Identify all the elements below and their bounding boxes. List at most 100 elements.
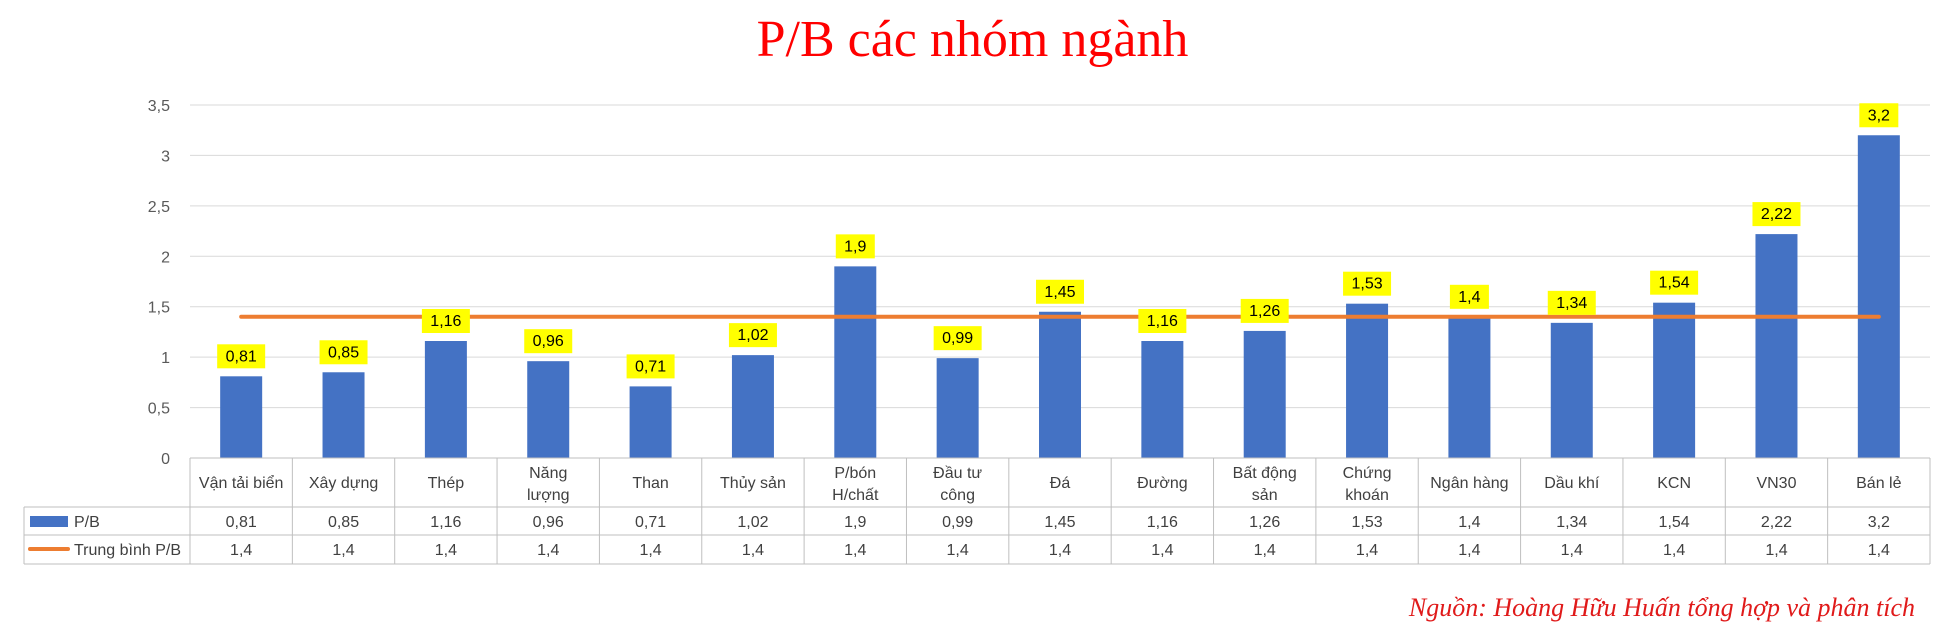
bar — [731, 355, 774, 458]
x-category-label: P/bón — [834, 465, 876, 482]
data-label-bg — [1859, 103, 1899, 128]
y-tick-label: 1,5 — [148, 300, 170, 317]
y-tick-label: 3 — [161, 148, 170, 165]
bar — [629, 386, 672, 458]
data-label: 0,81 — [226, 348, 257, 365]
table-cell-average: 1,4 — [1663, 542, 1685, 559]
bar — [1653, 302, 1696, 458]
x-category-label: Chứng — [1343, 465, 1392, 482]
table-cell-pb: 1,34 — [1556, 514, 1587, 531]
legend-bar-label: P/B — [74, 514, 100, 531]
x-category-label: Xây dựng — [309, 475, 378, 492]
bar — [220, 376, 263, 458]
table-cell-pb: 1,45 — [1044, 514, 1075, 531]
table-cell-pb: 0,96 — [533, 514, 564, 531]
x-category-label: lượng — [527, 487, 570, 504]
source-note: Nguồn: Hoàng Hữu Huấn tổng hợp và phân t… — [1408, 593, 1915, 622]
data-label: 0,71 — [635, 358, 666, 375]
x-category-label: Đá — [1050, 475, 1071, 492]
x-category-label: Thủy sản — [720, 475, 786, 492]
data-label: 1,9 — [844, 238, 866, 255]
data-label-bg — [626, 354, 675, 379]
bar — [1448, 316, 1491, 458]
table-cell-pb: 1,26 — [1249, 514, 1280, 531]
data-label-bg — [1138, 309, 1187, 334]
data-label-bg — [1343, 271, 1392, 296]
y-tick-label: 0 — [161, 451, 170, 468]
x-category-label: Thép — [428, 475, 465, 492]
table-cell-pb: 0,85 — [328, 514, 359, 531]
data-label-bg — [1547, 290, 1596, 315]
x-category-label: sản — [1252, 487, 1278, 504]
table-cell-pb: 1,16 — [1147, 514, 1178, 531]
bar — [424, 341, 467, 458]
y-tick-label: 2,5 — [148, 199, 170, 216]
data-label: 0,96 — [533, 333, 564, 350]
bar — [834, 266, 877, 458]
table-cell-average: 1,4 — [1151, 542, 1173, 559]
table-cell-pb: 1,02 — [737, 514, 768, 531]
data-label-bg — [1650, 270, 1699, 295]
table-cell-pb: 0,81 — [226, 514, 257, 531]
table-cell-average: 1,4 — [1458, 542, 1480, 559]
y-tick-label: 2 — [161, 249, 170, 266]
data-label-bg — [933, 326, 982, 351]
table-cell-average: 1,4 — [537, 542, 559, 559]
legend-bar-swatch — [30, 516, 68, 527]
data-label: 1,16 — [1147, 313, 1178, 330]
x-category-label: Đường — [1137, 475, 1188, 492]
bar — [1243, 330, 1286, 458]
data-label-bg — [524, 329, 573, 354]
chart-title: P/B các nhóm ngành — [756, 11, 1189, 68]
table-cell-average: 1,4 — [947, 542, 969, 559]
table-cell-average: 1,4 — [1868, 542, 1890, 559]
data-label-bg — [1240, 298, 1289, 323]
x-category-label: công — [940, 487, 975, 504]
data-label: 0,99 — [942, 330, 973, 347]
x-category-label: Than — [632, 475, 668, 492]
table-cell-average: 1,4 — [639, 542, 661, 559]
bar — [527, 361, 570, 458]
table-cell-average: 1,4 — [1049, 542, 1071, 559]
data-label: 1,02 — [737, 327, 768, 344]
bar — [1141, 341, 1184, 458]
data-label: 1,26 — [1249, 303, 1280, 320]
data-label: 1,53 — [1351, 276, 1382, 293]
data-label-bg — [421, 309, 470, 334]
data-label: 1,54 — [1659, 275, 1690, 292]
y-tick-label: 0,5 — [148, 401, 170, 418]
table-cell-pb: 2,22 — [1761, 514, 1792, 531]
table-cell-pb: 1,53 — [1351, 514, 1382, 531]
table-cell-average: 1,4 — [1561, 542, 1583, 559]
data-label: 3,2 — [1868, 107, 1890, 124]
x-category-label: Đầu tư — [933, 465, 982, 482]
bar — [936, 358, 979, 458]
x-category-label: VN30 — [1756, 475, 1796, 492]
table-cell-pb: 1,9 — [844, 514, 866, 531]
x-category-label: khoán — [1345, 487, 1389, 504]
data-label: 1,16 — [430, 313, 461, 330]
table-cell-average: 1,4 — [435, 542, 457, 559]
table-cell-pb: 0,71 — [635, 514, 666, 531]
data-label-bg — [1752, 202, 1801, 227]
y-tick-label: 1 — [161, 350, 170, 367]
x-category-label: Năng — [529, 465, 567, 482]
data-label: 1,45 — [1044, 284, 1075, 301]
x-category-label: Dầu khí — [1544, 475, 1600, 492]
x-category-label: Bán lẻ — [1856, 475, 1901, 492]
y-tick-label: 3,5 — [148, 98, 170, 115]
data-label-bg — [1036, 279, 1084, 304]
table-cell-pb: 3,2 — [1868, 514, 1890, 531]
x-category-label: Vận tải biển — [199, 474, 284, 492]
table-cell-average: 1,4 — [332, 542, 354, 559]
data-label: 1,4 — [1458, 289, 1480, 306]
bar — [1755, 234, 1798, 458]
data-label-bg — [728, 323, 777, 348]
bar — [1550, 322, 1593, 458]
table-cell-pb: 1,16 — [430, 514, 461, 531]
table-cell-average: 1,4 — [742, 542, 764, 559]
bar — [1857, 135, 1900, 458]
data-label: 0,85 — [328, 344, 359, 361]
table-cell-average: 1,4 — [1254, 542, 1276, 559]
